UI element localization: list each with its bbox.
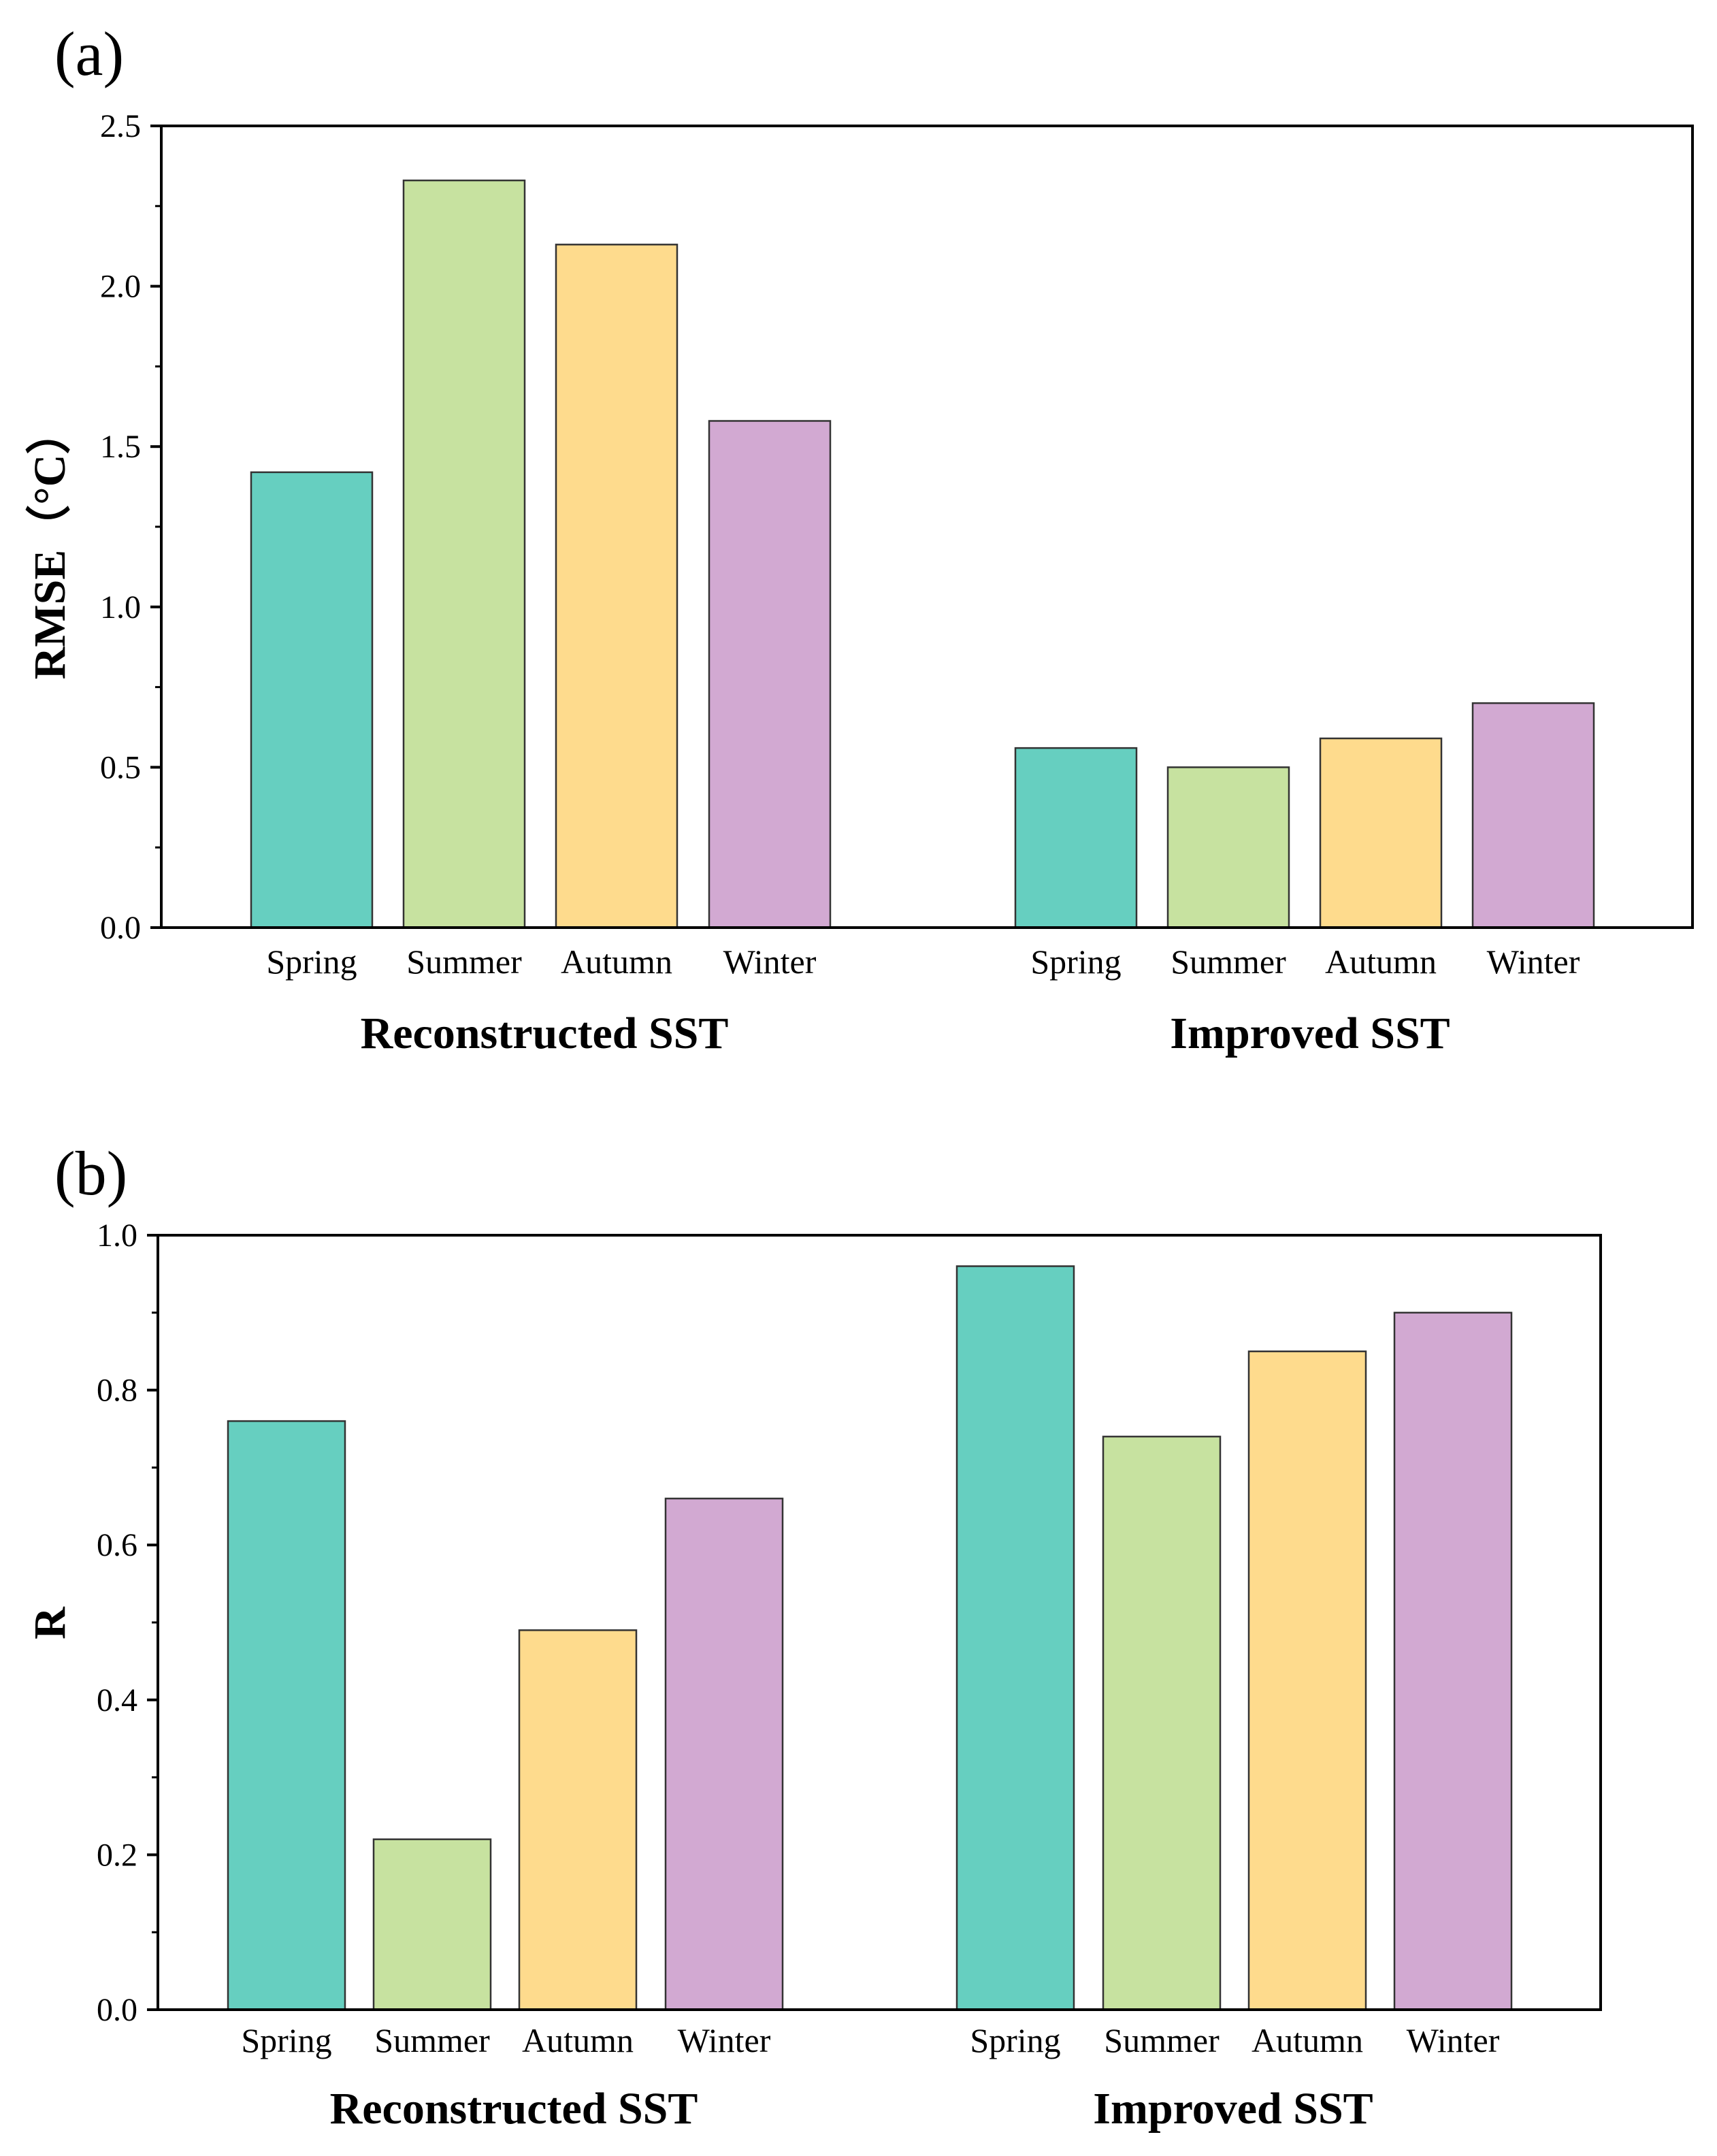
panel-a-bar-reconstructed-autumn <box>555 244 678 929</box>
panel-a-category-label: Spring <box>1030 943 1121 981</box>
panel-b-ytick-label: 0.2 <box>97 1837 137 1873</box>
panel-b-group-label: Reconstructed SST <box>330 2084 698 2134</box>
panel-a-category-label: Spring <box>266 943 357 981</box>
panel-a-category-label: Winter <box>723 943 817 981</box>
panel-b-ytick-label: 0.6 <box>97 1527 137 1563</box>
panel-a-category-label: Autumn <box>1325 943 1437 981</box>
panel-b-category-label: Winter <box>678 2021 771 2059</box>
panel-b-ytick-label: 0.4 <box>97 1682 137 1718</box>
panel-b-category-label: Autumn <box>522 2021 634 2059</box>
panel-a-bar-reconstructed-summer <box>402 179 526 929</box>
panel-b-ytick-label: 1.0 <box>97 1218 137 1254</box>
panel-b-group-label: Improved SST <box>1093 2084 1373 2134</box>
panel-a-bar-improved-winter <box>1471 702 1595 929</box>
panel-a-ylabel: RMSE（°C） <box>24 410 75 680</box>
panel-b: (b) Spring Summer Autumn Winter Reconstructed… <box>25 1139 1602 2134</box>
panel-a-ytick-label: 0.5 <box>100 749 141 785</box>
panel-a-bar-reconstructed-winter <box>708 420 832 929</box>
panel-b-category-label: Summer <box>1104 2021 1220 2059</box>
panel-a-category-label: Summer <box>1171 943 1286 981</box>
panel-b-ytick-label: 0.0 <box>97 1992 137 2028</box>
panel-b-bar-improved-summer <box>1102 1435 1222 2011</box>
panel-a-bar-improved-spring <box>1014 747 1138 929</box>
panel-b-label: (b) <box>54 1139 127 1208</box>
panel-a-bar-reconstructed-spring <box>250 471 374 929</box>
panel-b-category-label: Winter <box>1407 2021 1500 2059</box>
panel-b-bar-reconstructed-winter <box>664 1497 784 2011</box>
panel-a-ytick-label: 2.5 <box>100 108 141 144</box>
panel-b-category-label: Summer <box>374 2021 490 2059</box>
panel-b-ylabel: R <box>25 1606 75 1639</box>
panel-a-ytick-label: 1.5 <box>100 429 141 465</box>
panel-a-ytick-label: 2.0 <box>100 269 141 305</box>
panel-a-plot-frame <box>160 125 1694 929</box>
panel-a-ytick-label: 0.0 <box>100 910 141 946</box>
panel-b-category-label: Spring <box>970 2021 1060 2059</box>
panel-a-group-label: Reconstructed SST <box>361 1009 729 1058</box>
panel-b-bar-improved-spring <box>955 1265 1075 2011</box>
panel-a-label: (a) <box>54 19 124 88</box>
panel-b-bar-reconstructed-autumn <box>518 1629 638 2011</box>
panel-a-category-label: Summer <box>406 943 522 981</box>
panel-a-bar-improved-summer <box>1166 766 1290 929</box>
panel-b-bar-improved-winter <box>1393 1311 1513 2011</box>
panel-a-group-label: Improved SST <box>1170 1009 1450 1058</box>
panel-b-category-label: Spring <box>241 2021 331 2059</box>
panel-b-ytick-label: 0.8 <box>97 1373 137 1409</box>
panel-a-bar-improved-autumn <box>1319 737 1443 929</box>
panel-b-bar-improved-autumn <box>1247 1350 1367 2011</box>
panel-b-bar-reconstructed-summer <box>372 1838 492 2011</box>
panel-a-category-label: Winter <box>1487 943 1580 981</box>
panel-a-category-label: Autumn <box>561 943 672 981</box>
panel-b-category-label: Autumn <box>1252 2021 1363 2059</box>
panel-a: (a) Spring Summer Autumn Winter Reconstructed… <box>24 19 1694 1058</box>
panel-b-bar-reconstructed-spring <box>227 1420 346 2011</box>
panel-a-ytick-label: 1.0 <box>100 589 141 625</box>
